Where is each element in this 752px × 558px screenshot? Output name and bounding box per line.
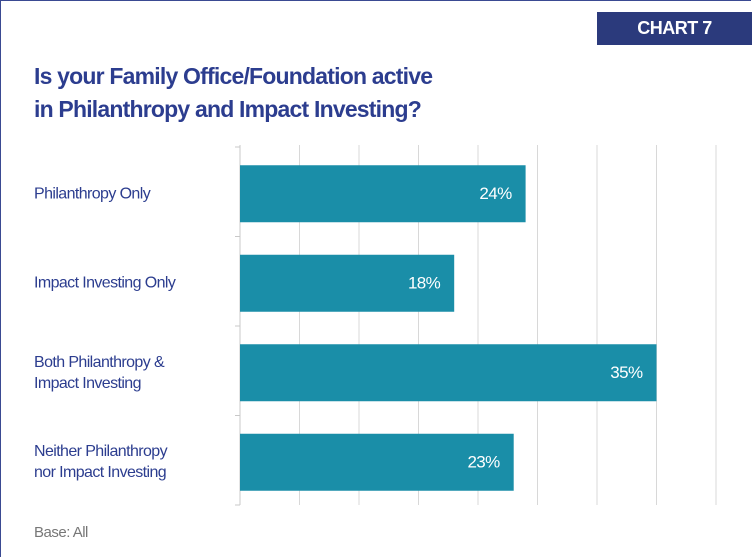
- category-label: Impact Investing Only: [34, 274, 176, 292]
- bar: [240, 344, 657, 402]
- value-label: 35%: [610, 363, 643, 382]
- bar: [240, 433, 514, 491]
- category-label: Neither Philanthropy nor Impact Investin…: [34, 443, 168, 482]
- value-label: 23%: [467, 453, 500, 472]
- category-label: Both Philanthropy & Impact Investing: [34, 353, 165, 392]
- bar: [240, 165, 526, 223]
- chart-badge: CHART 7: [597, 12, 752, 45]
- footnote: Base: All: [34, 524, 88, 541]
- value-label: 18%: [408, 274, 441, 293]
- chart-title: Is your Family Office/Foundation active …: [34, 63, 433, 122]
- bar: [240, 254, 455, 312]
- category-label: Philanthropy Only: [34, 185, 151, 203]
- value-label: 24%: [479, 184, 512, 203]
